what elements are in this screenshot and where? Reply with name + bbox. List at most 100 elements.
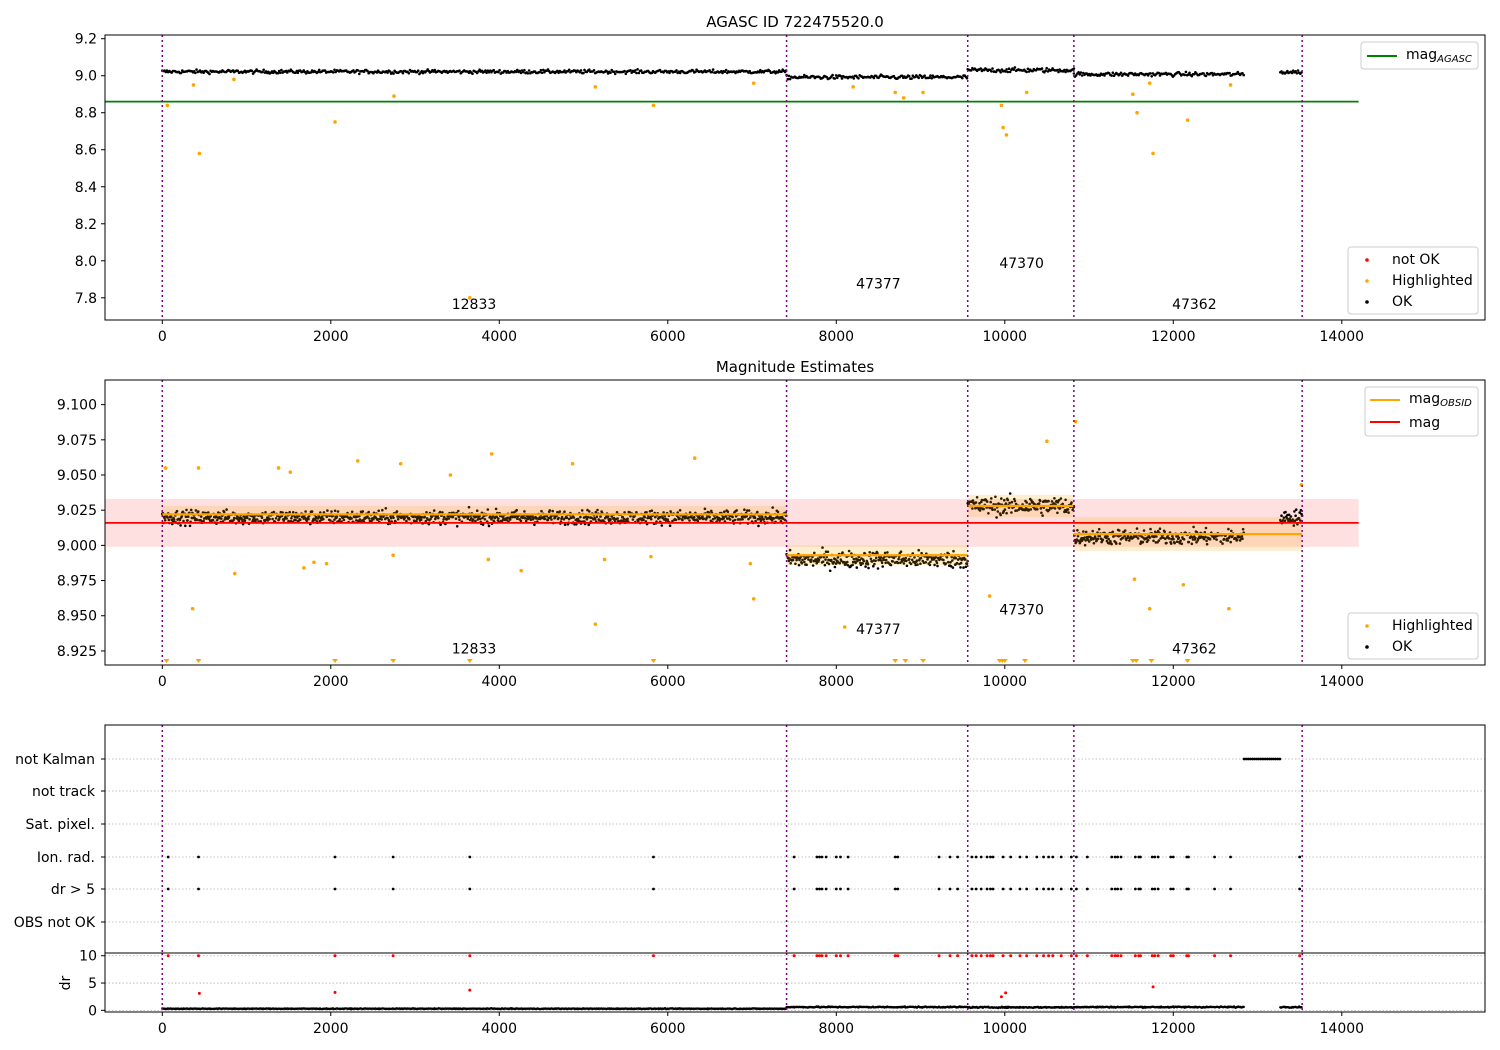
flag-point: [1213, 887, 1216, 891]
flag-point: [1156, 887, 1160, 891]
flag-point: [1025, 887, 1029, 891]
ok-point: [1125, 538, 1128, 542]
highlighted-point: [593, 85, 598, 89]
ok-point: [592, 69, 596, 72]
ok-point: [883, 551, 887, 555]
magnitude-estimates-panel: Magnitude Estimates 12833473774737047362…: [57, 358, 1486, 690]
highlighted-point: [1151, 151, 1155, 156]
dr-not-ok-point: [166, 954, 170, 958]
ok-point: [1222, 537, 1226, 541]
ok-point: [316, 70, 320, 74]
obsid-label: 47370: [999, 602, 1044, 618]
agasc-panel-title: AGASC ID 722475520.0: [706, 13, 884, 31]
highlighted-point: [163, 466, 168, 470]
ok-point: [1121, 536, 1125, 540]
ok-point: [710, 70, 714, 74]
ok-point: [800, 561, 804, 565]
ok-point: [884, 561, 887, 565]
dr-not-ok-point: [391, 954, 395, 958]
x-tick-label: 0: [158, 329, 167, 345]
x-tick-label: 8000: [818, 329, 854, 345]
ok-point: [1083, 536, 1086, 539]
ok-point: [458, 69, 461, 72]
y-tick-label: 9.2: [75, 32, 97, 48]
flag-point: [1156, 855, 1160, 859]
ok-point: [366, 69, 369, 73]
ok-point: [935, 561, 939, 565]
ok-point: [372, 517, 375, 521]
flag-point: [1169, 887, 1173, 891]
ok-point: [169, 515, 173, 518]
ok-point: [335, 515, 339, 518]
ok-point: [753, 516, 757, 520]
ok-point: [167, 518, 171, 522]
ok-point: [215, 519, 219, 522]
ok-point: [1056, 511, 1059, 515]
ok-point: [749, 516, 752, 519]
ok-point: [660, 524, 664, 527]
ok-point: [415, 520, 418, 523]
ok-point: [1135, 535, 1138, 538]
ok-point: [338, 518, 342, 521]
ok-point: [840, 559, 843, 563]
flag-point: [1042, 887, 1045, 891]
ok-point: [474, 519, 477, 523]
highlighted-point: [593, 622, 598, 626]
ok-point: [1044, 69, 1047, 72]
ok-point: [467, 505, 471, 509]
ok-point: [889, 563, 893, 567]
flag-point: [1110, 887, 1114, 891]
dr-not-ok-point: [1085, 954, 1089, 958]
ok-point: [483, 518, 487, 521]
ok-point: [451, 515, 455, 519]
ok-point: [1097, 527, 1101, 531]
ok-point: [1093, 535, 1097, 538]
flag-point: [1246, 757, 1250, 761]
ok-point: [1123, 529, 1127, 532]
ok-point: [442, 518, 445, 521]
ok-point: [945, 556, 949, 559]
ok-point: [1076, 529, 1079, 532]
ok-point: [913, 556, 916, 559]
highlighted-point: [398, 461, 403, 466]
dr-not-ok-point: [834, 954, 838, 958]
obsid-label: 47377: [856, 277, 901, 293]
ok-point: [1091, 529, 1094, 533]
ok-point: [929, 74, 932, 77]
ok-point: [606, 515, 610, 518]
ok-point: [1203, 531, 1207, 534]
ok-point: [864, 565, 867, 568]
ok-point: [776, 71, 780, 74]
ok-point: [523, 516, 527, 520]
ok-point: [1059, 506, 1062, 510]
ok-point: [271, 517, 274, 521]
ok-point: [1175, 540, 1179, 543]
ok-point: [1056, 68, 1059, 72]
ok-point: [380, 518, 384, 521]
ok-point: [990, 70, 993, 73]
ok-point: [678, 509, 682, 512]
flag-point: [834, 855, 838, 859]
ok-point: [788, 557, 791, 560]
ok-point: [250, 69, 254, 73]
ok-point: [381, 508, 384, 512]
ok-point: [871, 551, 874, 555]
dr-not-ok-point: [1074, 954, 1078, 958]
ok-point: [1061, 502, 1064, 506]
ok-point: [401, 71, 405, 75]
highlighted-point: [1001, 125, 1005, 130]
dr-not-ok-point: [1151, 985, 1155, 989]
ok-point: [1286, 69, 1289, 73]
ok-point: [965, 562, 969, 566]
ok-point: [852, 557, 856, 561]
ok-point: [946, 560, 950, 564]
ok-point: [743, 508, 746, 512]
highlighted-point: [1135, 110, 1139, 115]
ok-point: [896, 561, 900, 565]
ok-point: [497, 70, 500, 74]
ok-point: [1182, 538, 1186, 541]
y-tick-label: 8.0: [75, 254, 97, 270]
flag-row-label: not Kalman: [15, 752, 95, 768]
ok-point: [1146, 538, 1150, 542]
y-tick-label: 8.950: [57, 609, 97, 625]
